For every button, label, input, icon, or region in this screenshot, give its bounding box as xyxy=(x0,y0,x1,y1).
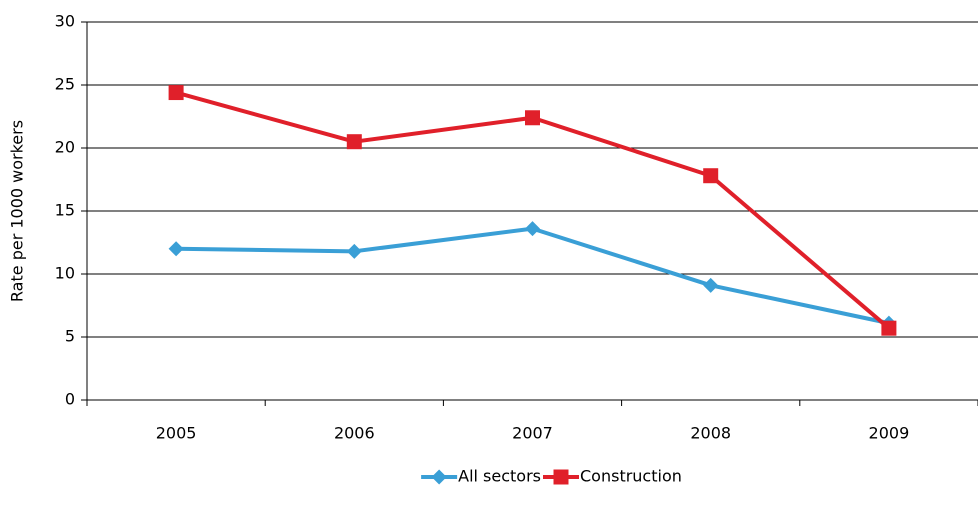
marker xyxy=(346,243,362,259)
marker xyxy=(168,241,184,257)
x-tick-label: 2008 xyxy=(690,424,731,443)
x-tick-label: 2007 xyxy=(512,424,553,443)
y-axis-label: Rate per 1000 workers xyxy=(8,120,27,302)
y-tick-label: 20 xyxy=(55,138,75,157)
marker xyxy=(525,110,540,126)
series-line xyxy=(175,90,891,330)
legend: All sectors Construction xyxy=(421,467,682,486)
marker xyxy=(703,277,719,293)
marker xyxy=(431,469,447,485)
legend-label: Construction xyxy=(580,467,682,486)
x-tick-label: 2006 xyxy=(334,424,375,443)
marker xyxy=(703,168,719,184)
y-tick-label: 25 xyxy=(55,75,75,94)
x-tick-label: 2005 xyxy=(156,424,197,443)
marker xyxy=(525,221,540,237)
marker xyxy=(553,469,569,485)
y-tick-label: 10 xyxy=(55,264,75,283)
legend-label: All sectors xyxy=(458,467,541,486)
marker xyxy=(346,134,362,150)
marker xyxy=(881,320,897,336)
y-tick-label: 5 xyxy=(65,327,75,346)
marker xyxy=(168,85,184,101)
y-tick-label: 0 xyxy=(65,390,75,409)
x-tick-label: 2009 xyxy=(869,424,910,443)
series-line xyxy=(176,226,890,326)
y-tick-label: 30 xyxy=(55,12,75,31)
y-tick-label: 15 xyxy=(55,201,75,220)
